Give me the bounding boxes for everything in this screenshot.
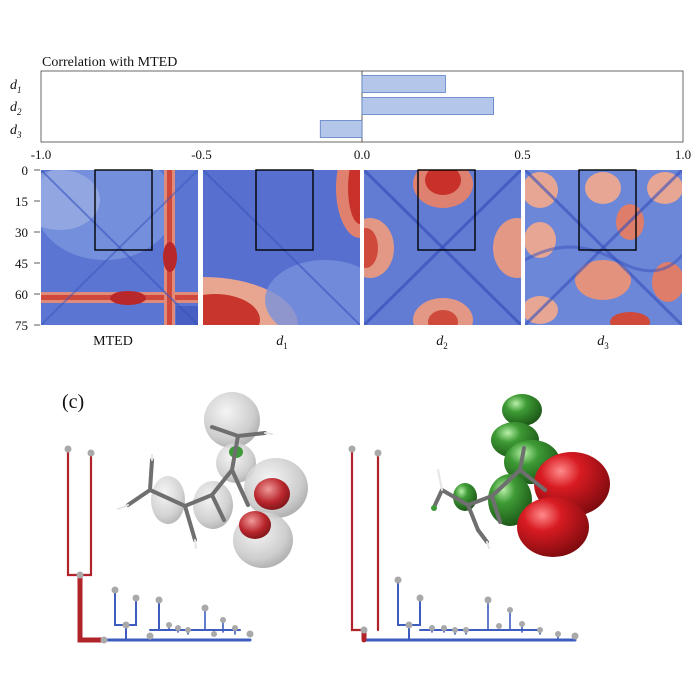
bar-category-label-d2: d2 (10, 100, 22, 117)
heatmap-d3 (525, 170, 682, 325)
bar-d3 (319, 120, 363, 138)
bar-category-label-d3: d3 (10, 123, 22, 140)
heatmap-y-tick-labels: 0 15 30 45 60 75 (15, 163, 40, 333)
heatmap-y-tick-label: 75 (15, 318, 28, 333)
bar-d1 (361, 75, 446, 93)
heatmap-panels: 0 15 30 45 60 75 MTED d1 d2 d3 (15, 163, 682, 351)
correlation-bar-chart: Correlation with MTED d1 d2 d3 -1.0 -0.5 0.0… (10, 55, 691, 162)
heatmap-label-MTED: MTED (93, 334, 133, 349)
molecule-orbital-right (431, 394, 610, 557)
bar-category-label-d1: d1 (10, 78, 22, 95)
heatmap-label-d2: d2 (436, 334, 448, 351)
highlight-box-d3 (578, 169, 637, 251)
molecule-orbital-left (117, 392, 308, 568)
dendrogram-right (348, 445, 579, 643)
bar-chart-title: Correlation with MTED (42, 55, 177, 70)
panel-c: (c) (62, 391, 610, 644)
heatmap-y-tick-label: 45 (15, 256, 28, 271)
bar-x-tick-label: 0.5 (514, 147, 530, 162)
bar-x-tick-label: -1.0 (31, 147, 52, 162)
bar-marks (319, 75, 495, 138)
heatmap-y-tick-label: 60 (15, 287, 28, 302)
bar-x-tick-label: 1.0 (675, 147, 691, 162)
heatmap-d2 (364, 170, 521, 325)
heatmap-y-tick-label: 0 (22, 163, 29, 178)
heatmap-panel-labels: MTED d1 d2 d3 (93, 334, 609, 351)
bar-x-tick-label: 0.0 (354, 147, 370, 162)
highlight-box-mted (94, 169, 153, 251)
highlight-box-d1 (255, 169, 314, 251)
heatmap-label-d1: d1 (276, 334, 288, 351)
panel-c-label: (c) (62, 391, 84, 413)
bar-d2 (361, 97, 495, 115)
heatmap-y-tick-label: 30 (15, 225, 28, 240)
highlight-box-d2 (417, 169, 476, 251)
bar-x-tick-labels: -1.0 -0.5 0.0 0.5 1.0 (31, 147, 691, 162)
heatmap-y-tick-label: 15 (15, 194, 28, 209)
heatmap-d1 (203, 170, 360, 325)
bar-category-labels: d1 d2 d3 (10, 78, 22, 140)
heatmap-mted (41, 170, 198, 325)
dendrogram-left (64, 445, 254, 644)
heatmap-label-d3: d3 (597, 334, 609, 351)
bar-x-tick-label: -0.5 (191, 147, 212, 162)
